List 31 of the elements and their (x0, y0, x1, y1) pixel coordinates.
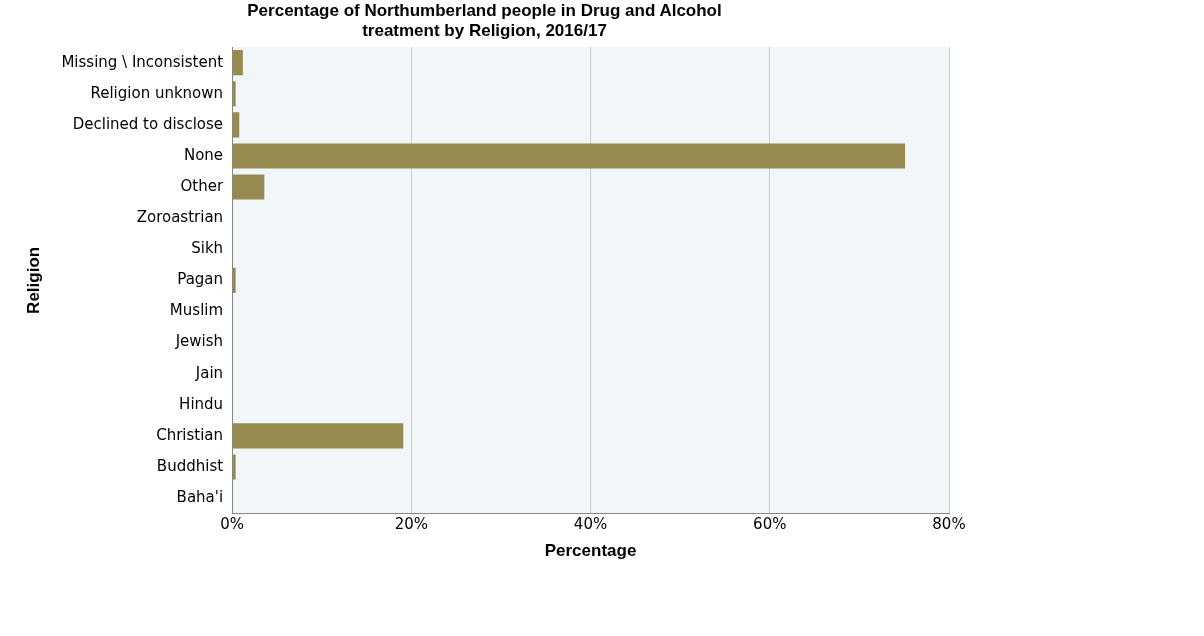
bar (232, 423, 404, 449)
y-tick-label: Religion unknown (90, 83, 224, 102)
x-tick-label: 40% (573, 515, 608, 534)
y-tick-label: Zoroastrian (136, 208, 224, 227)
x-tick-label: 60% (753, 515, 787, 534)
y-tick-label: Hindu (179, 394, 224, 413)
bar (232, 174, 265, 200)
bar (232, 50, 243, 76)
y-tick-label: Jewish (174, 332, 224, 351)
y-tick-label: Baha'i (176, 487, 224, 506)
chart-title: Percentage of Northumberland people in Drug and Alcohol treatment by Religion, 2016/17 (247, 1, 722, 41)
x-tick-label: 20% (394, 515, 428, 534)
bar (232, 454, 236, 480)
y-tick-label: Missing \ Inconsistent (61, 52, 224, 71)
y-tick-label: Christian (156, 425, 224, 444)
y-tick-label: Sikh (191, 239, 224, 258)
y-tick-label: Buddhist (156, 456, 224, 475)
bar (232, 143, 906, 169)
bar (232, 81, 236, 107)
y-axis-title: Religion (23, 246, 43, 314)
y-tick-label: Muslim (169, 301, 224, 320)
bar (232, 112, 240, 138)
y-tick-label: Declined to disclose (72, 114, 224, 133)
y-tick-label: None (183, 145, 224, 164)
y-tick-label: Jain (194, 363, 224, 382)
bar (232, 267, 236, 293)
y-tick-label: Other (180, 176, 224, 195)
x-tick-label: 80% (932, 515, 966, 534)
x-tick-label: 0% (220, 515, 244, 534)
x-axis-title: Percentage (544, 541, 637, 561)
y-tick-label: Pagan (177, 270, 224, 289)
